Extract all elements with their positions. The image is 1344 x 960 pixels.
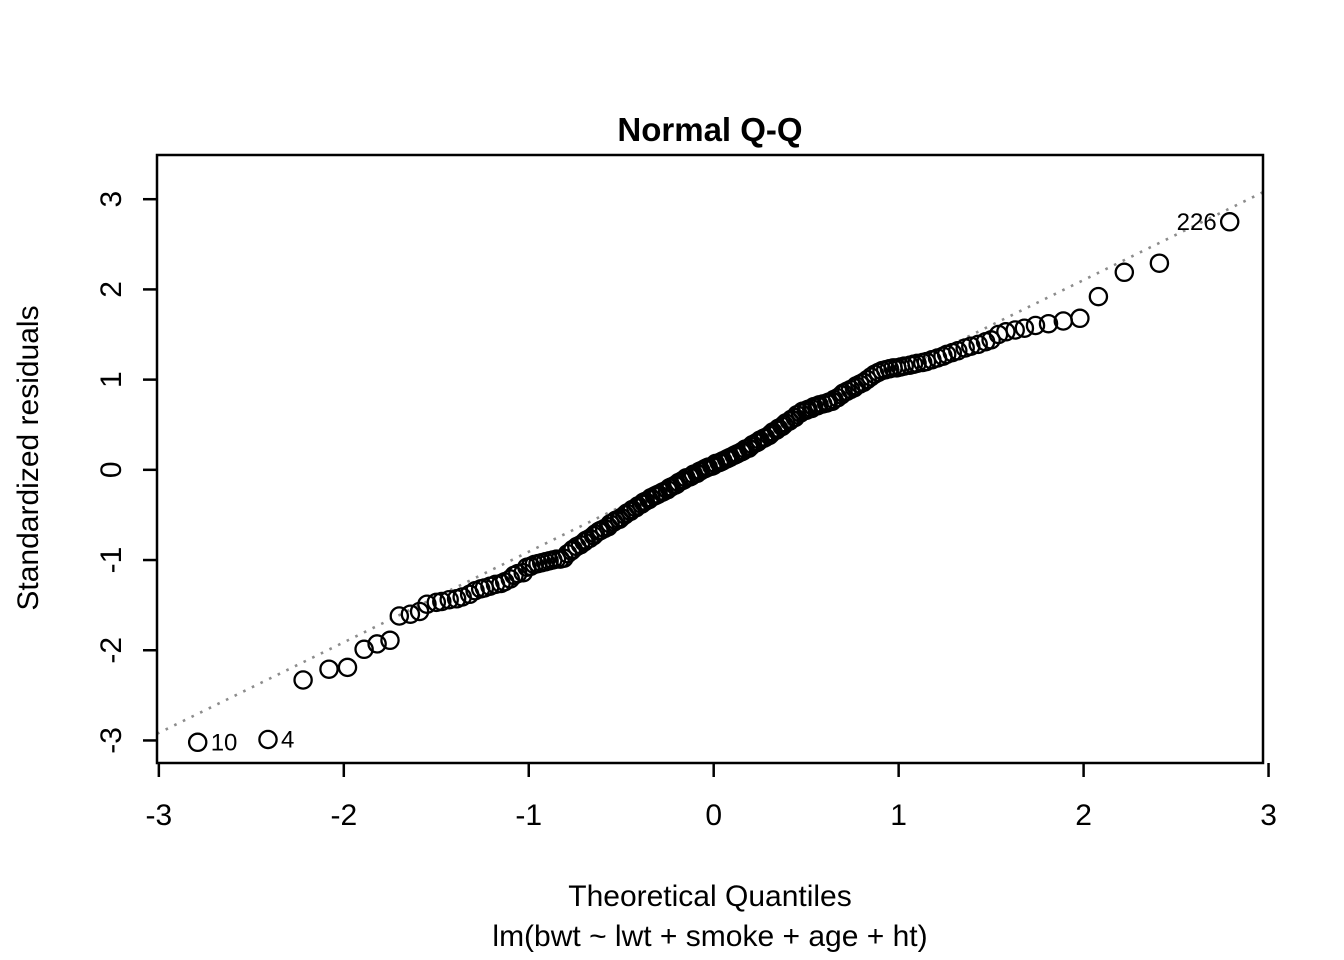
data-point	[187, 732, 208, 753]
data-point	[439, 589, 459, 610]
data-point	[1088, 286, 1109, 307]
data-point	[417, 594, 437, 614]
data-point	[380, 630, 400, 651]
axes-layer: -3 -2 -1 0 1 2 3 -3 -2 -1 0 1 2 3	[95, 153, 1277, 832]
x-tick-label: -3	[146, 799, 173, 832]
data-point	[432, 591, 452, 612]
x-axis-sublabel: lm(bwt ~ lwt + smoke + age + ht)	[492, 920, 927, 953]
outlier-point-label: 226	[1177, 209, 1217, 236]
x-tick-label: -1	[515, 799, 542, 832]
data-point	[1005, 320, 1025, 340]
outlier-point-label: 4	[281, 727, 294, 754]
y-tick-label: 0	[95, 461, 128, 478]
data-point	[319, 659, 339, 679]
x-tick-label: 2	[1075, 799, 1092, 832]
data-point	[1038, 313, 1059, 334]
data-point	[1014, 318, 1035, 338]
data-point	[389, 606, 410, 626]
x-tick-label: 3	[1260, 799, 1277, 832]
y-tick-label: -2	[95, 637, 128, 664]
data-point	[293, 670, 313, 690]
data-points-layer	[187, 212, 1240, 753]
data-point	[1219, 212, 1240, 232]
data-point	[1070, 308, 1090, 329]
y-axis-label: Standardized residuals	[12, 305, 45, 610]
y-tick-label: 3	[95, 191, 128, 208]
data-point	[1025, 315, 1046, 336]
outlier-point-label: 10	[211, 729, 238, 756]
y-tick-label: 1	[95, 371, 128, 388]
data-point	[367, 634, 387, 654]
data-point	[400, 604, 421, 624]
outlier-labels-layer: 226 10 4	[211, 209, 1217, 756]
plot-box	[155, 153, 1265, 765]
data-point	[354, 639, 374, 660]
x-tick-label: -2	[330, 799, 357, 832]
data-point	[1114, 262, 1135, 283]
data-point	[258, 729, 278, 750]
data-point	[1149, 253, 1170, 273]
x-axis-label: Theoretical Quantiles	[568, 880, 851, 913]
y-tick-label: -1	[95, 547, 128, 574]
data-point	[996, 322, 1016, 342]
data-point	[337, 657, 358, 678]
x-tick-label: 1	[890, 799, 907, 832]
y-tick-label: -3	[95, 727, 128, 754]
y-tick-label: 2	[95, 281, 128, 298]
plot-title: Normal Q-Q	[617, 111, 802, 148]
x-tick-label: 0	[705, 799, 722, 832]
